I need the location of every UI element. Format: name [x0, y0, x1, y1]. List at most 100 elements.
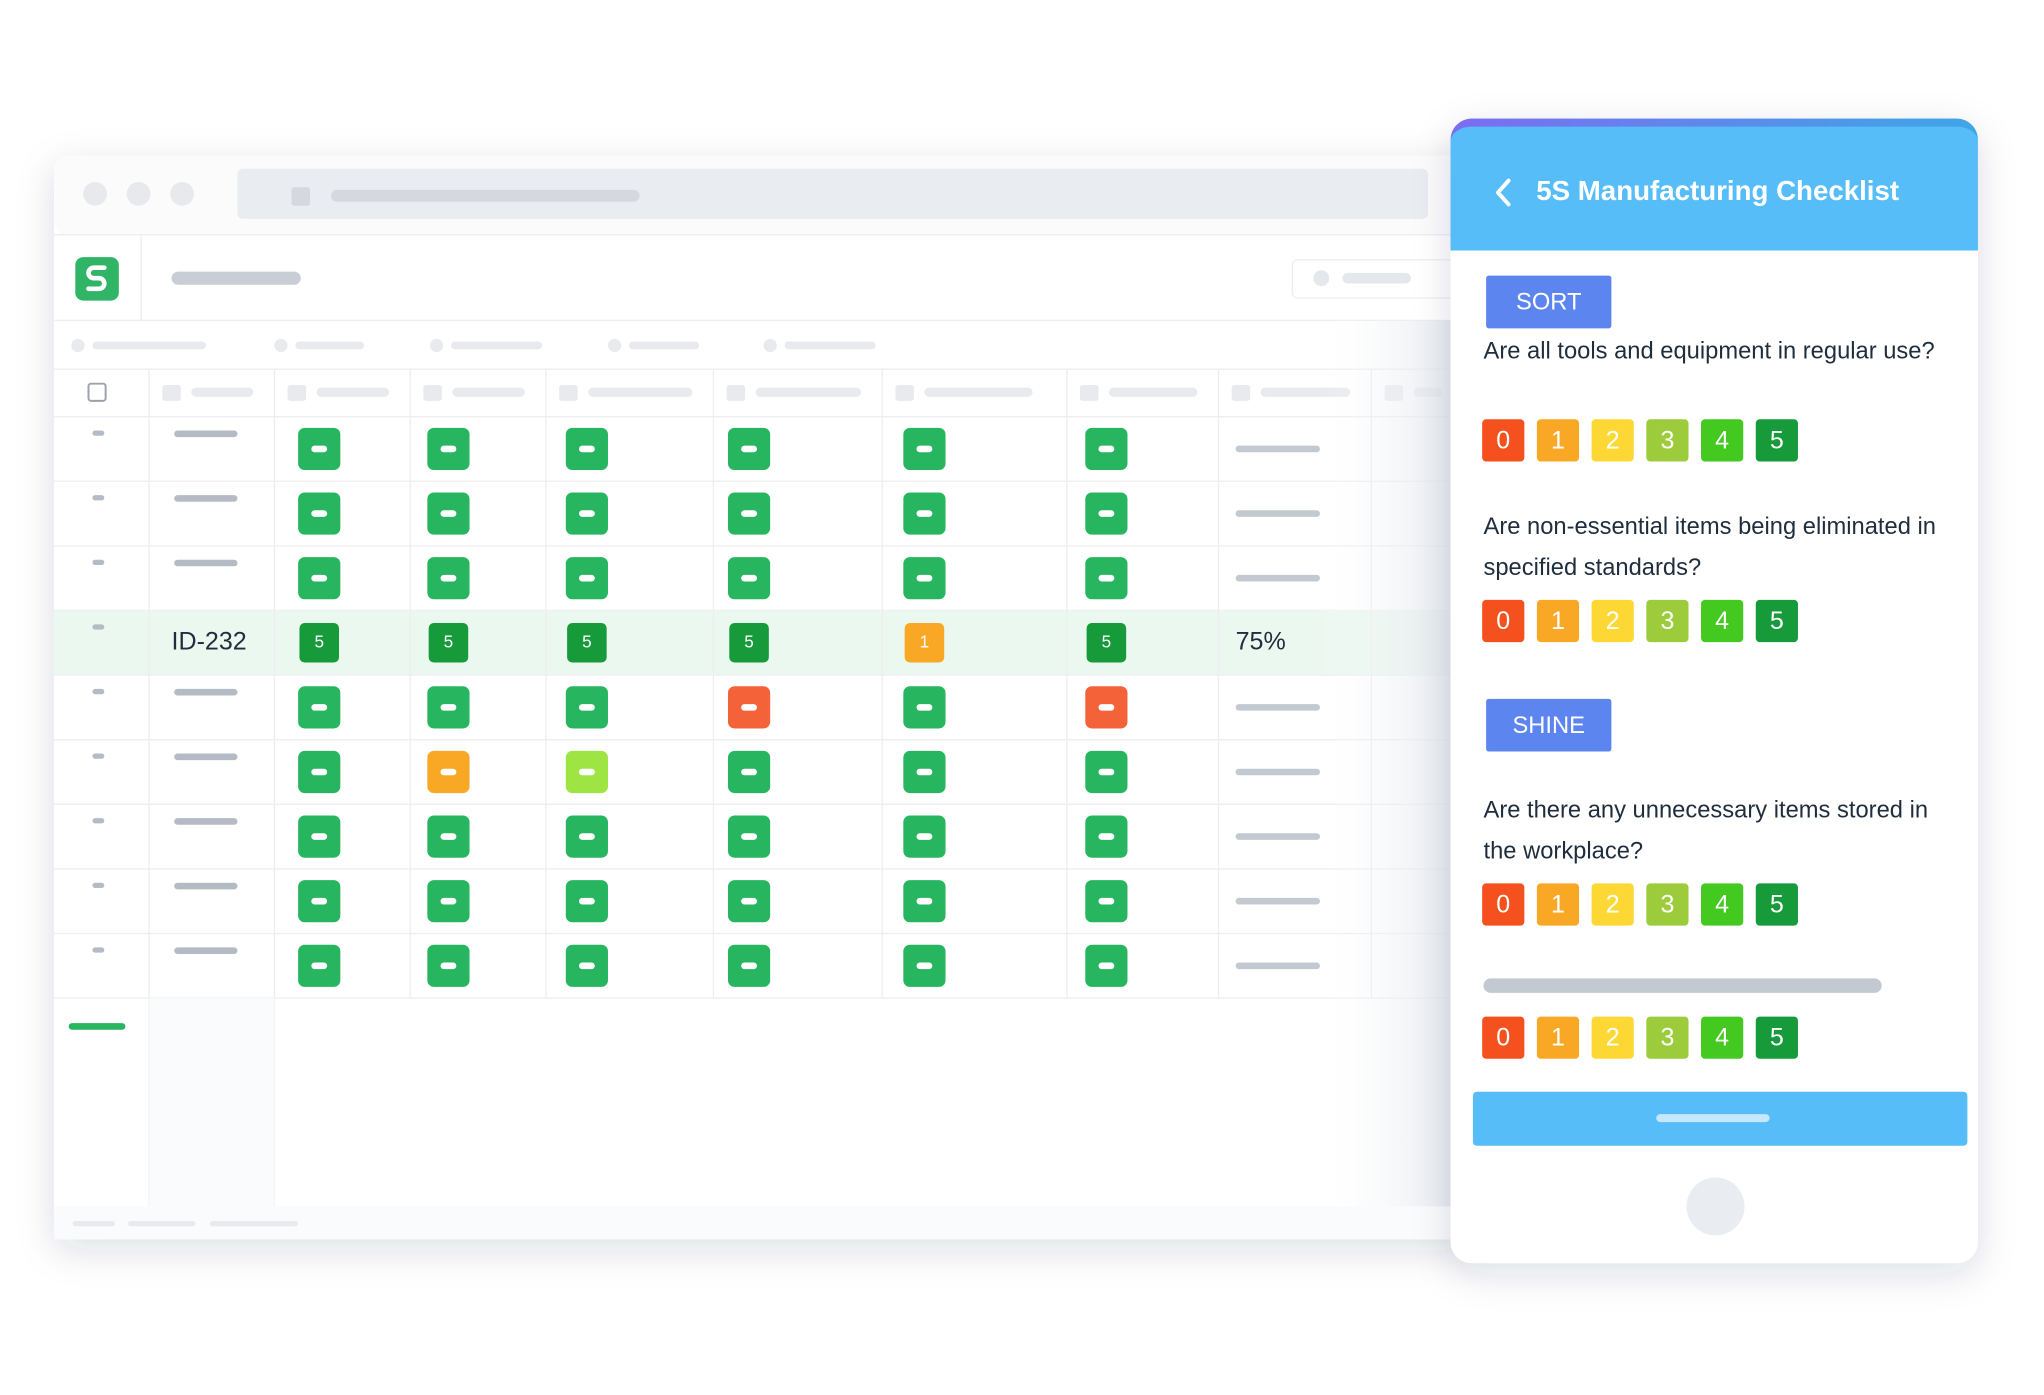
rating-option[interactable] — [1646, 599, 1689, 643]
filter-dot — [429, 338, 444, 353]
score-placeholder — [311, 510, 328, 517]
rating-option[interactable] — [1591, 419, 1634, 462]
fade — [1318, 320, 1464, 1207]
score-placeholder — [578, 897, 595, 905]
score-placeholder — [741, 768, 757, 776]
score-placeholder — [578, 962, 595, 970]
column-icon — [162, 385, 181, 401]
column-header-placeholder — [755, 387, 862, 397]
row-handle — [92, 882, 105, 889]
score-placeholder — [1098, 833, 1115, 840]
score-placeholder — [916, 962, 933, 970]
question: Are non-essential items being eliminated… — [1483, 513, 1936, 580]
header-edge — [1450, 118, 1978, 140]
score-placeholder — [916, 897, 933, 905]
rating-option[interactable] — [1536, 883, 1580, 926]
rating-label: 4 — [1715, 426, 1729, 454]
rating-option[interactable] — [1591, 883, 1634, 926]
score-placeholder — [916, 574, 933, 582]
column-icon — [559, 385, 578, 401]
address-bar — [237, 168, 1429, 219]
id-placeholder — [174, 430, 238, 438]
back-button[interactable] — [1496, 178, 1511, 207]
home-button[interactable] — [1686, 1177, 1745, 1236]
rating-option[interactable] — [1755, 883, 1798, 926]
rating-option[interactable] — [1536, 1016, 1580, 1059]
column-icon — [726, 385, 746, 401]
score-placeholder — [440, 962, 457, 970]
id-placeholder — [174, 947, 238, 954]
filter-dot — [763, 338, 777, 353]
column-icon — [287, 385, 307, 401]
rating-label: 5 — [1770, 890, 1784, 918]
score-value: 5 — [582, 631, 592, 651]
score-placeholder — [440, 768, 457, 776]
rating-option[interactable] — [1701, 599, 1744, 643]
id-placeholder — [174, 559, 238, 567]
question: Are all tools and equipment in regular u… — [1483, 338, 1934, 364]
id-placeholder — [174, 495, 238, 502]
rating-option[interactable] — [1482, 883, 1525, 926]
rating-label: 2 — [1606, 607, 1620, 635]
filter-placeholder — [784, 341, 876, 350]
rating-label: 1 — [1551, 426, 1565, 454]
score-placeholder — [1098, 962, 1115, 970]
rating-option[interactable] — [1755, 1016, 1798, 1059]
section-label: SHINE — [1513, 713, 1586, 739]
score-placeholder — [311, 574, 328, 582]
rating-option[interactable] — [1536, 599, 1580, 643]
rating-option[interactable] — [1646, 419, 1689, 462]
rating-option[interactable] — [1701, 1016, 1744, 1059]
status-placeholder — [209, 1220, 299, 1227]
rating-option[interactable] — [1755, 419, 1798, 462]
row-handle — [92, 818, 105, 824]
rating-option[interactable] — [1591, 1016, 1634, 1059]
column-header-placeholder — [452, 387, 525, 397]
rating-option[interactable] — [1701, 419, 1744, 462]
panel-title: 5S Manufacturing Checklist — [1536, 175, 1899, 206]
score-placeholder — [578, 768, 595, 776]
section-badge — [1486, 698, 1612, 752]
status-placeholder — [72, 1220, 115, 1227]
browser-window: ID-232 5 5 5 5 1 5 75% — [54, 155, 1479, 1240]
rating-option[interactable] — [1482, 419, 1525, 462]
score-placeholder — [916, 510, 933, 517]
percent-placeholder — [1235, 833, 1320, 840]
filter-dot — [71, 338, 85, 353]
rating-option[interactable] — [1482, 1016, 1525, 1059]
score-placeholder — [741, 962, 757, 970]
search-placeholder — [1342, 272, 1411, 284]
rating-option[interactable] — [1536, 419, 1580, 462]
rating-option[interactable] — [1646, 1016, 1689, 1059]
rating-option[interactable] — [1755, 599, 1798, 643]
rating-label: 3 — [1660, 1024, 1674, 1052]
rating-option[interactable] — [1646, 883, 1689, 926]
score-placeholder — [311, 445, 328, 453]
row-handle — [92, 559, 105, 565]
score-placeholder — [578, 510, 595, 517]
question-placeholder — [1483, 978, 1882, 993]
button-placeholder — [1656, 1114, 1770, 1123]
percent-placeholder — [1235, 445, 1320, 453]
column-header-placeholder — [588, 387, 693, 397]
score-value: 1 — [920, 631, 930, 651]
score-placeholder — [578, 704, 595, 711]
rating-option[interactable] — [1482, 599, 1525, 643]
rating-option[interactable] — [1591, 599, 1634, 643]
rating-label: 5 — [1770, 426, 1784, 454]
score-placeholder — [578, 833, 595, 840]
column-icon — [895, 385, 914, 401]
column-icon — [1080, 385, 1099, 401]
score-placeholder — [311, 962, 328, 970]
score-placeholder — [916, 768, 933, 776]
row-handle — [92, 753, 105, 759]
rating-label: 4 — [1715, 1024, 1729, 1052]
search-icon — [1313, 270, 1330, 287]
add-row-link[interactable] — [68, 1023, 126, 1030]
section-badge — [1486, 275, 1612, 329]
rating-option[interactable] — [1701, 883, 1744, 926]
id-placeholder — [174, 882, 238, 890]
filter-dot — [274, 338, 288, 353]
header-checkbox[interactable] — [87, 382, 107, 402]
